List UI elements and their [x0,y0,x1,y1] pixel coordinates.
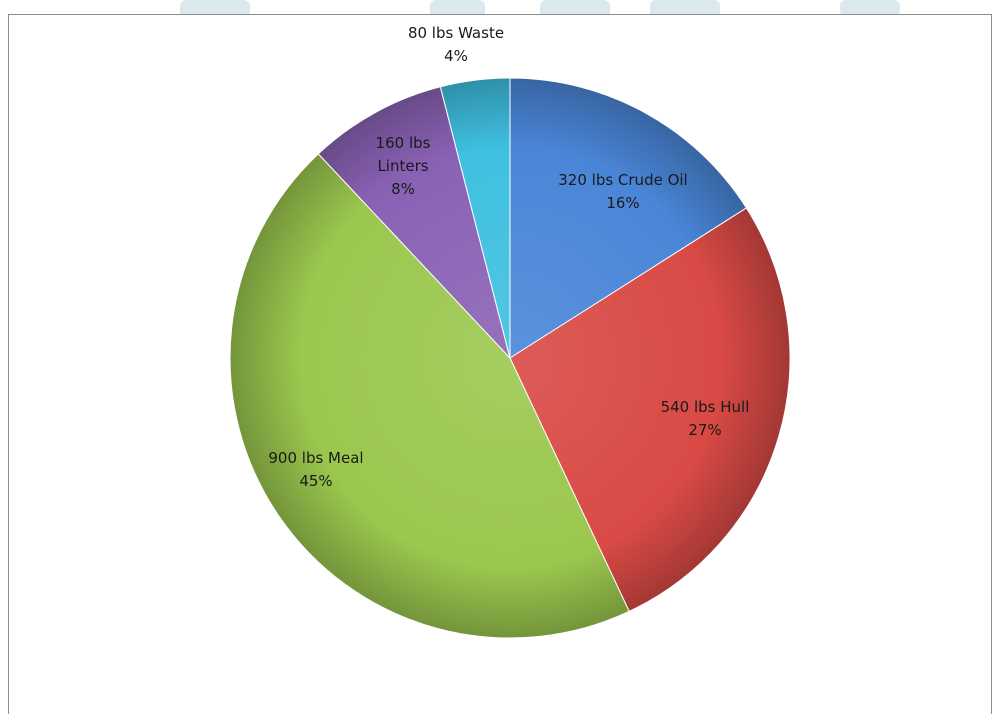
pie-slice-hull [509,207,791,613]
slice-label-line: 160 lbs [376,134,431,152]
slice-label-meal: 900 lbs Meal 45% [268,449,363,490]
slice-label-line: 16% [606,194,639,212]
pie-slice-crude-oil [509,77,748,359]
slice-label-line: 8% [391,180,415,198]
pie-slice-waste [439,77,511,359]
slice-label-line: 4% [444,47,468,65]
slice-label-linters: 160 lbs Linters 8% [376,134,431,198]
slice-label-waste: 80 lbs Waste 4% [408,24,504,65]
watermark-shape [180,0,250,18]
slice-label-line: 45% [299,472,332,490]
slice-label-hull: 540 lbs Hull 27% [661,398,750,439]
slice-label-crude-oil: 320 lbs Crude Oil 16% [558,171,687,212]
slice-label-line: 80 lbs Waste [408,24,504,42]
slice-label-line: 320 lbs Crude Oil [558,171,687,189]
pie-slice-meal [229,153,630,639]
pie-slice-linters [317,86,511,359]
slice-label-line: Linters [377,157,428,175]
slice-label-line: 900 lbs Meal [268,449,363,467]
slice-label-line: 27% [688,421,721,439]
slice-label-line: 540 lbs Hull [661,398,750,416]
watermark-shape [840,0,900,16]
